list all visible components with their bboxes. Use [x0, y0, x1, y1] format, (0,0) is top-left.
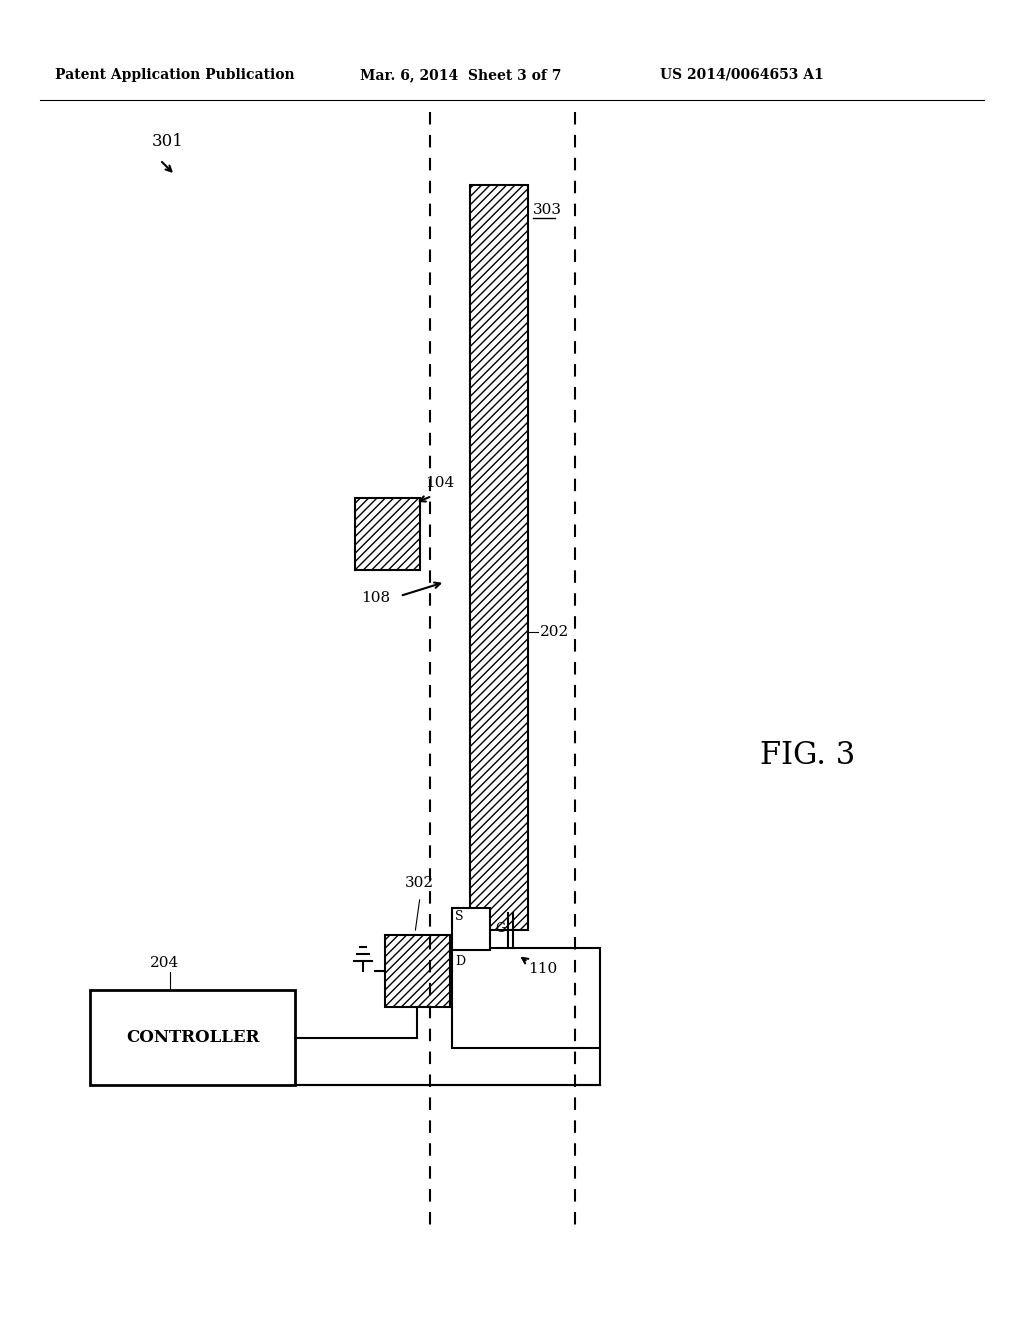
Bar [355, 498, 420, 570]
Text: S: S [455, 909, 464, 923]
Text: 110: 110 [528, 962, 557, 975]
Text: 301: 301 [152, 133, 184, 150]
Text: 202: 202 [540, 624, 569, 639]
Text: Mar. 6, 2014  Sheet 3 of 7: Mar. 6, 2014 Sheet 3 of 7 [360, 69, 561, 82]
Text: 204: 204 [150, 956, 179, 970]
Text: Patent Application Publication: Patent Application Publication [55, 69, 295, 82]
Text: 302: 302 [406, 876, 434, 890]
Text: 303: 303 [534, 203, 562, 216]
Bar [385, 935, 450, 1007]
Bar [452, 908, 490, 950]
Bar [470, 185, 528, 931]
Text: D: D [455, 954, 465, 968]
Text: G: G [495, 921, 505, 935]
Text: 104: 104 [425, 477, 455, 490]
Text: CONTROLLER: CONTROLLER [126, 1030, 259, 1045]
Text: FIG. 3: FIG. 3 [760, 739, 855, 771]
Bar [452, 948, 600, 1048]
Text: 108: 108 [360, 591, 390, 605]
Bar [90, 990, 295, 1085]
Text: US 2014/0064653 A1: US 2014/0064653 A1 [660, 69, 823, 82]
